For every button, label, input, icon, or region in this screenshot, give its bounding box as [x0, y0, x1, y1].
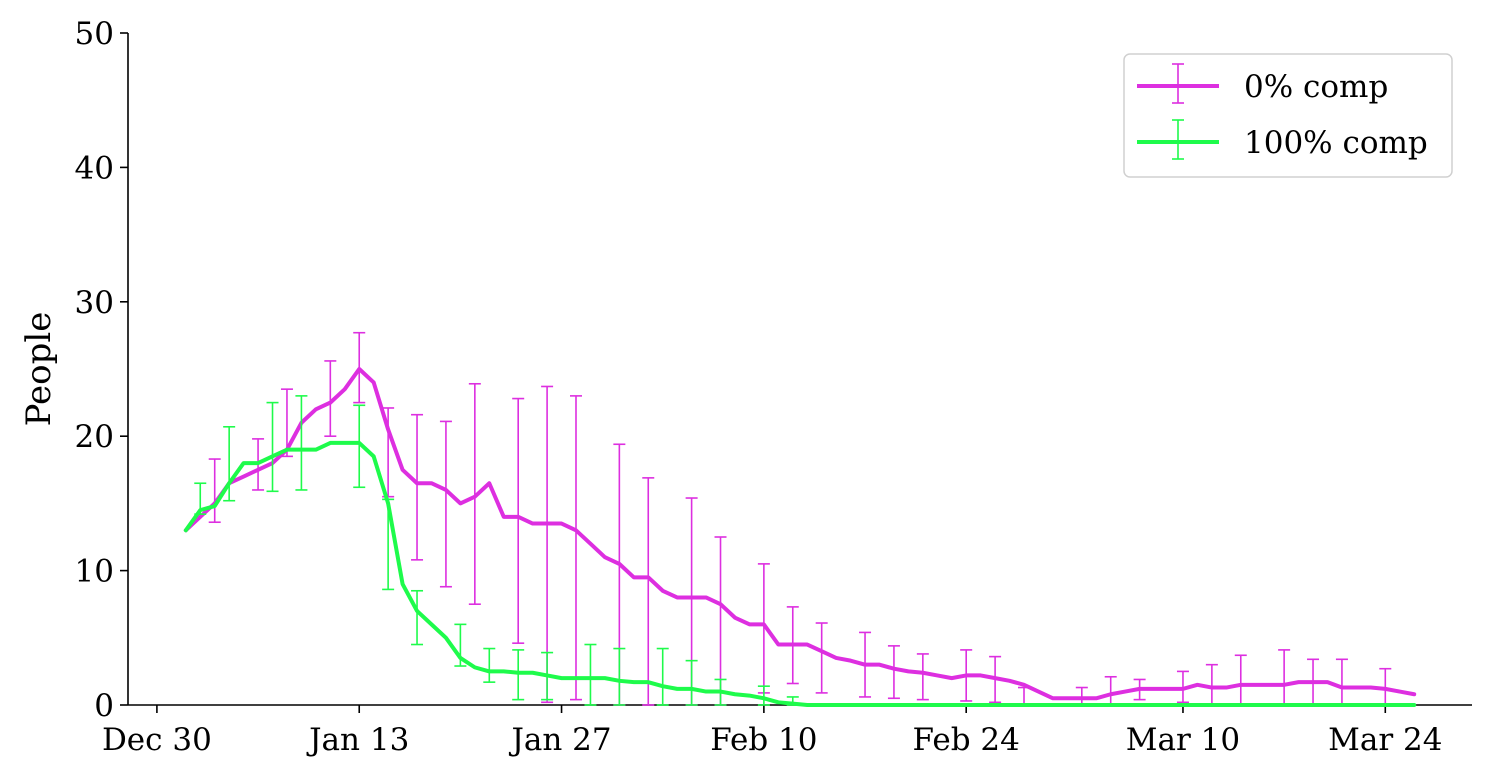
y-axis-label: People [19, 312, 59, 427]
y-tick-label: 40 [75, 150, 114, 186]
series-1 [183, 331, 1417, 706]
error-bar [280, 388, 293, 458]
y-tick-label: 30 [75, 285, 114, 321]
error-bar [353, 404, 366, 489]
y-tick-label: 50 [75, 16, 114, 52]
error-bar [1278, 649, 1291, 706]
series-line [183, 367, 1417, 701]
series-line [183, 440, 1417, 707]
error-bar [483, 647, 496, 683]
x-tick-label: Jan 13 [306, 722, 409, 758]
error-bar [685, 659, 698, 706]
legend-label: 0% comp [1244, 69, 1388, 105]
error-bar [439, 420, 452, 588]
x-tick-label: Dec 30 [102, 722, 212, 758]
error-bar [295, 395, 308, 491]
error-bar [1234, 654, 1247, 706]
legend-entry: 100% comp [1137, 119, 1428, 161]
y-tick-label: 0 [94, 688, 114, 724]
error-bar [1018, 686, 1030, 706]
error-bar [887, 645, 900, 700]
legend-entry: 0% comp [1137, 63, 1388, 105]
error-bar [512, 397, 525, 644]
legend-entries: 0% comp 100% comp [1137, 63, 1428, 161]
error-bar [1075, 686, 1088, 706]
error-bar [1335, 658, 1348, 706]
error-bar [613, 647, 626, 706]
error-bar [570, 395, 582, 701]
x-ticks: Dec 30 Jan 13 Jan 27 Feb 10 Feb 24 Mar 10 Mar … [102, 705, 1442, 758]
error-bar [1104, 675, 1117, 706]
legend: 0% comp 100% comp [1123, 53, 1453, 178]
series-2 [183, 395, 1417, 707]
error-bar [757, 685, 770, 706]
error-bar [512, 649, 525, 701]
error-bar [642, 477, 655, 706]
x-tick-label: Feb 10 [710, 722, 817, 758]
error-bar [223, 425, 236, 502]
x-tick-label: Mar 10 [1126, 722, 1240, 758]
error-bar [584, 643, 597, 706]
error-bar [815, 622, 828, 694]
y-tick-label: 20 [75, 419, 114, 455]
error-bar [411, 413, 424, 561]
error-bar [656, 647, 669, 706]
x-tick-label: Feb 24 [913, 722, 1020, 758]
series-layer [183, 331, 1417, 707]
x-tick-label: Mar 24 [1328, 722, 1442, 758]
x-tick-label: Jan 27 [508, 722, 611, 758]
error-bar [266, 401, 279, 493]
error-bar [411, 589, 424, 646]
legend-label: 100% comp [1244, 125, 1428, 161]
error-bar [324, 360, 337, 438]
y-ticks: 0 10 20 30 40 50 [75, 16, 128, 724]
y-tick-label: 10 [75, 554, 114, 590]
error-bar [541, 385, 554, 704]
error-bar [208, 458, 221, 524]
error-bar [916, 653, 929, 701]
